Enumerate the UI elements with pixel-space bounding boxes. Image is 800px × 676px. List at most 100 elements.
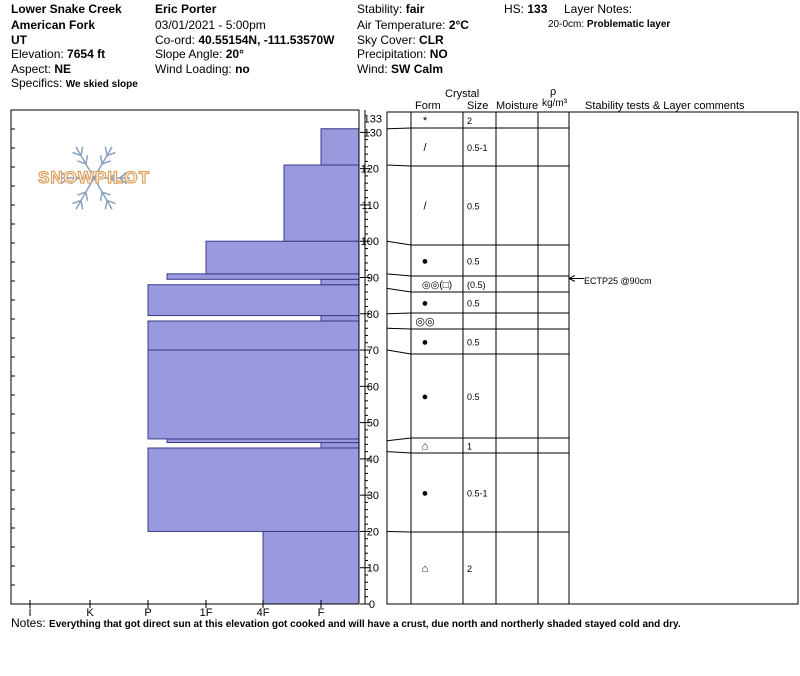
- layer-notes-label: Layer Notes:: [564, 2, 633, 16]
- hs-value: 133: [527, 2, 548, 16]
- state-name: UT: [11, 33, 27, 47]
- crystal-size: 0.5-1: [467, 489, 488, 499]
- height-tick-label: 110: [361, 200, 379, 212]
- hs-row: HS: 133: [504, 2, 547, 16]
- height-tick-label: 40: [367, 454, 379, 466]
- crystal-form-symbol: ◎◎(□): [422, 280, 452, 291]
- wind-row: Wind: SW Calm: [357, 62, 443, 76]
- slope-value: 20°: [225, 47, 244, 61]
- crystal-form-symbol: *: [423, 115, 428, 127]
- crystal-form-symbol: ●: [422, 337, 429, 349]
- stability-row: Stability: fair: [357, 2, 424, 16]
- layer-connector: [386, 127, 412, 130]
- sky-value: CLR: [419, 33, 444, 47]
- logo-text: SNOWPILOT: [38, 168, 150, 187]
- height-tick-label: 30: [367, 490, 379, 502]
- height-tick-label: 20: [367, 526, 379, 538]
- specifics-value: We skied slope: [65, 79, 138, 90]
- air-temp-label: Air Temperature:: [357, 18, 446, 32]
- crystal-form-symbol: ●: [422, 488, 429, 500]
- aspect-row: Aspect: NE: [11, 62, 71, 76]
- hardness-tick-label: 4F: [257, 607, 270, 619]
- crystal-form-symbol: ●: [422, 391, 429, 403]
- layer-table: * 2 / 0.5-1 / 0.5 ● 0.5 ◎◎(□) (0.5) ● 0.5 ◎◎ ● 0.5 ● 0.5…: [386, 111, 799, 605]
- stability-value: fair: [405, 2, 425, 16]
- precip-label: Precipitation:: [357, 47, 427, 61]
- layer-connector: [386, 327, 412, 330]
- wind-loading-row: Wind Loading: no: [155, 62, 250, 76]
- hardness-bar: [147, 349, 360, 440]
- height-tick-label: 70: [367, 345, 379, 357]
- density-unit-header: kg/m³: [542, 98, 567, 109]
- crystal-form-symbol: ◎◎: [415, 316, 434, 328]
- layer-note-text: Problematic layer: [586, 19, 671, 30]
- slope-label: Slope Angle:: [155, 47, 223, 61]
- hardness-tick-label: K: [86, 607, 94, 619]
- moisture-header: Moisture: [496, 100, 539, 112]
- crystal-form-symbol: /: [423, 142, 427, 154]
- datetime: 03/01/2021 - 5:00pm: [155, 18, 266, 32]
- layer-connector: [386, 349, 412, 355]
- slope-row: Slope Angle: 20°: [155, 47, 244, 61]
- notes-row: Notes: Everything that got direct sun at…: [11, 616, 681, 632]
- precip-row: Precipitation: NO: [357, 47, 448, 61]
- rho-header: ρ: [550, 86, 557, 98]
- snowflake-icon: [58, 146, 130, 210]
- crystal-header: Crystal: [445, 88, 480, 100]
- stability-label: Stability:: [357, 2, 403, 16]
- aspect-label: Aspect:: [11, 62, 52, 76]
- coord-value: 40.55154N, -111.53570W: [198, 33, 335, 47]
- air-temp-value: 2°C: [448, 18, 469, 32]
- height-tick-label: 80: [367, 309, 379, 321]
- crystal-size: 0.5: [467, 392, 480, 402]
- area-name: American Fork: [11, 18, 96, 32]
- aspect-value: NE: [54, 62, 72, 76]
- observer-name: Eric Porter: [155, 2, 217, 16]
- air-temp-row: Air Temperature: 2°C: [357, 18, 469, 32]
- sky-row: Sky Cover: CLR: [357, 33, 444, 47]
- hardness-bar: [320, 315, 360, 322]
- location-name: Lower Snake Creek: [11, 2, 122, 16]
- stability-test-comment: ECTP25 @90cm: [584, 276, 652, 286]
- height-tick-label: 0: [369, 599, 375, 611]
- layer-connector: [386, 530, 412, 533]
- crystal-size: 2: [467, 116, 472, 126]
- crystal-size: 2: [467, 564, 472, 574]
- hardness-bar: [320, 442, 360, 449]
- hardness-tick-label: 1F: [200, 607, 213, 619]
- layer-connector: [386, 287, 412, 293]
- notes-text: Everything that got direct sun at this e…: [49, 619, 681, 630]
- height-tick-label: 100: [361, 236, 379, 248]
- hardness-bar: [283, 164, 360, 242]
- crystal-size: 0.5-1: [467, 143, 488, 153]
- form-header: Form: [415, 100, 441, 112]
- wind-loading-value: no: [235, 62, 250, 76]
- crystal-form-symbol: ●: [422, 256, 429, 268]
- hardness-bar: [320, 128, 360, 166]
- hardness-bar: [147, 284, 360, 317]
- crystal-form-symbol: ⌂: [422, 563, 429, 575]
- height-tick-label: 133: [364, 113, 382, 125]
- height-tick-label: 90: [367, 272, 379, 284]
- crystal-size: 0.5: [467, 202, 480, 212]
- crystal-form-symbol: /: [423, 201, 427, 213]
- height-tick-label: 60: [367, 381, 379, 393]
- elevation-label: Elevation:: [11, 47, 64, 61]
- hardness-bar: [205, 240, 360, 275]
- hardness-tick-label: F: [318, 607, 325, 619]
- hardness-tick-label: I: [28, 607, 31, 619]
- sky-label: Sky Cover:: [357, 33, 416, 47]
- wind-label: Wind:: [357, 62, 388, 76]
- wind-value: SW Calm: [391, 62, 444, 76]
- layer-connector: [386, 437, 412, 442]
- crystal-form-symbol: ⌂: [422, 441, 429, 453]
- comment-arrowhead: [567, 275, 576, 282]
- layer-connector: [386, 312, 412, 315]
- hardness-bars: [147, 128, 360, 605]
- hardness-bar: [320, 278, 360, 286]
- hardness-bar: [166, 438, 360, 444]
- precip-value: NO: [429, 47, 448, 61]
- layer-note-depth: 20-0cm:: [548, 19, 585, 30]
- crystal-size: 0.5: [467, 338, 480, 348]
